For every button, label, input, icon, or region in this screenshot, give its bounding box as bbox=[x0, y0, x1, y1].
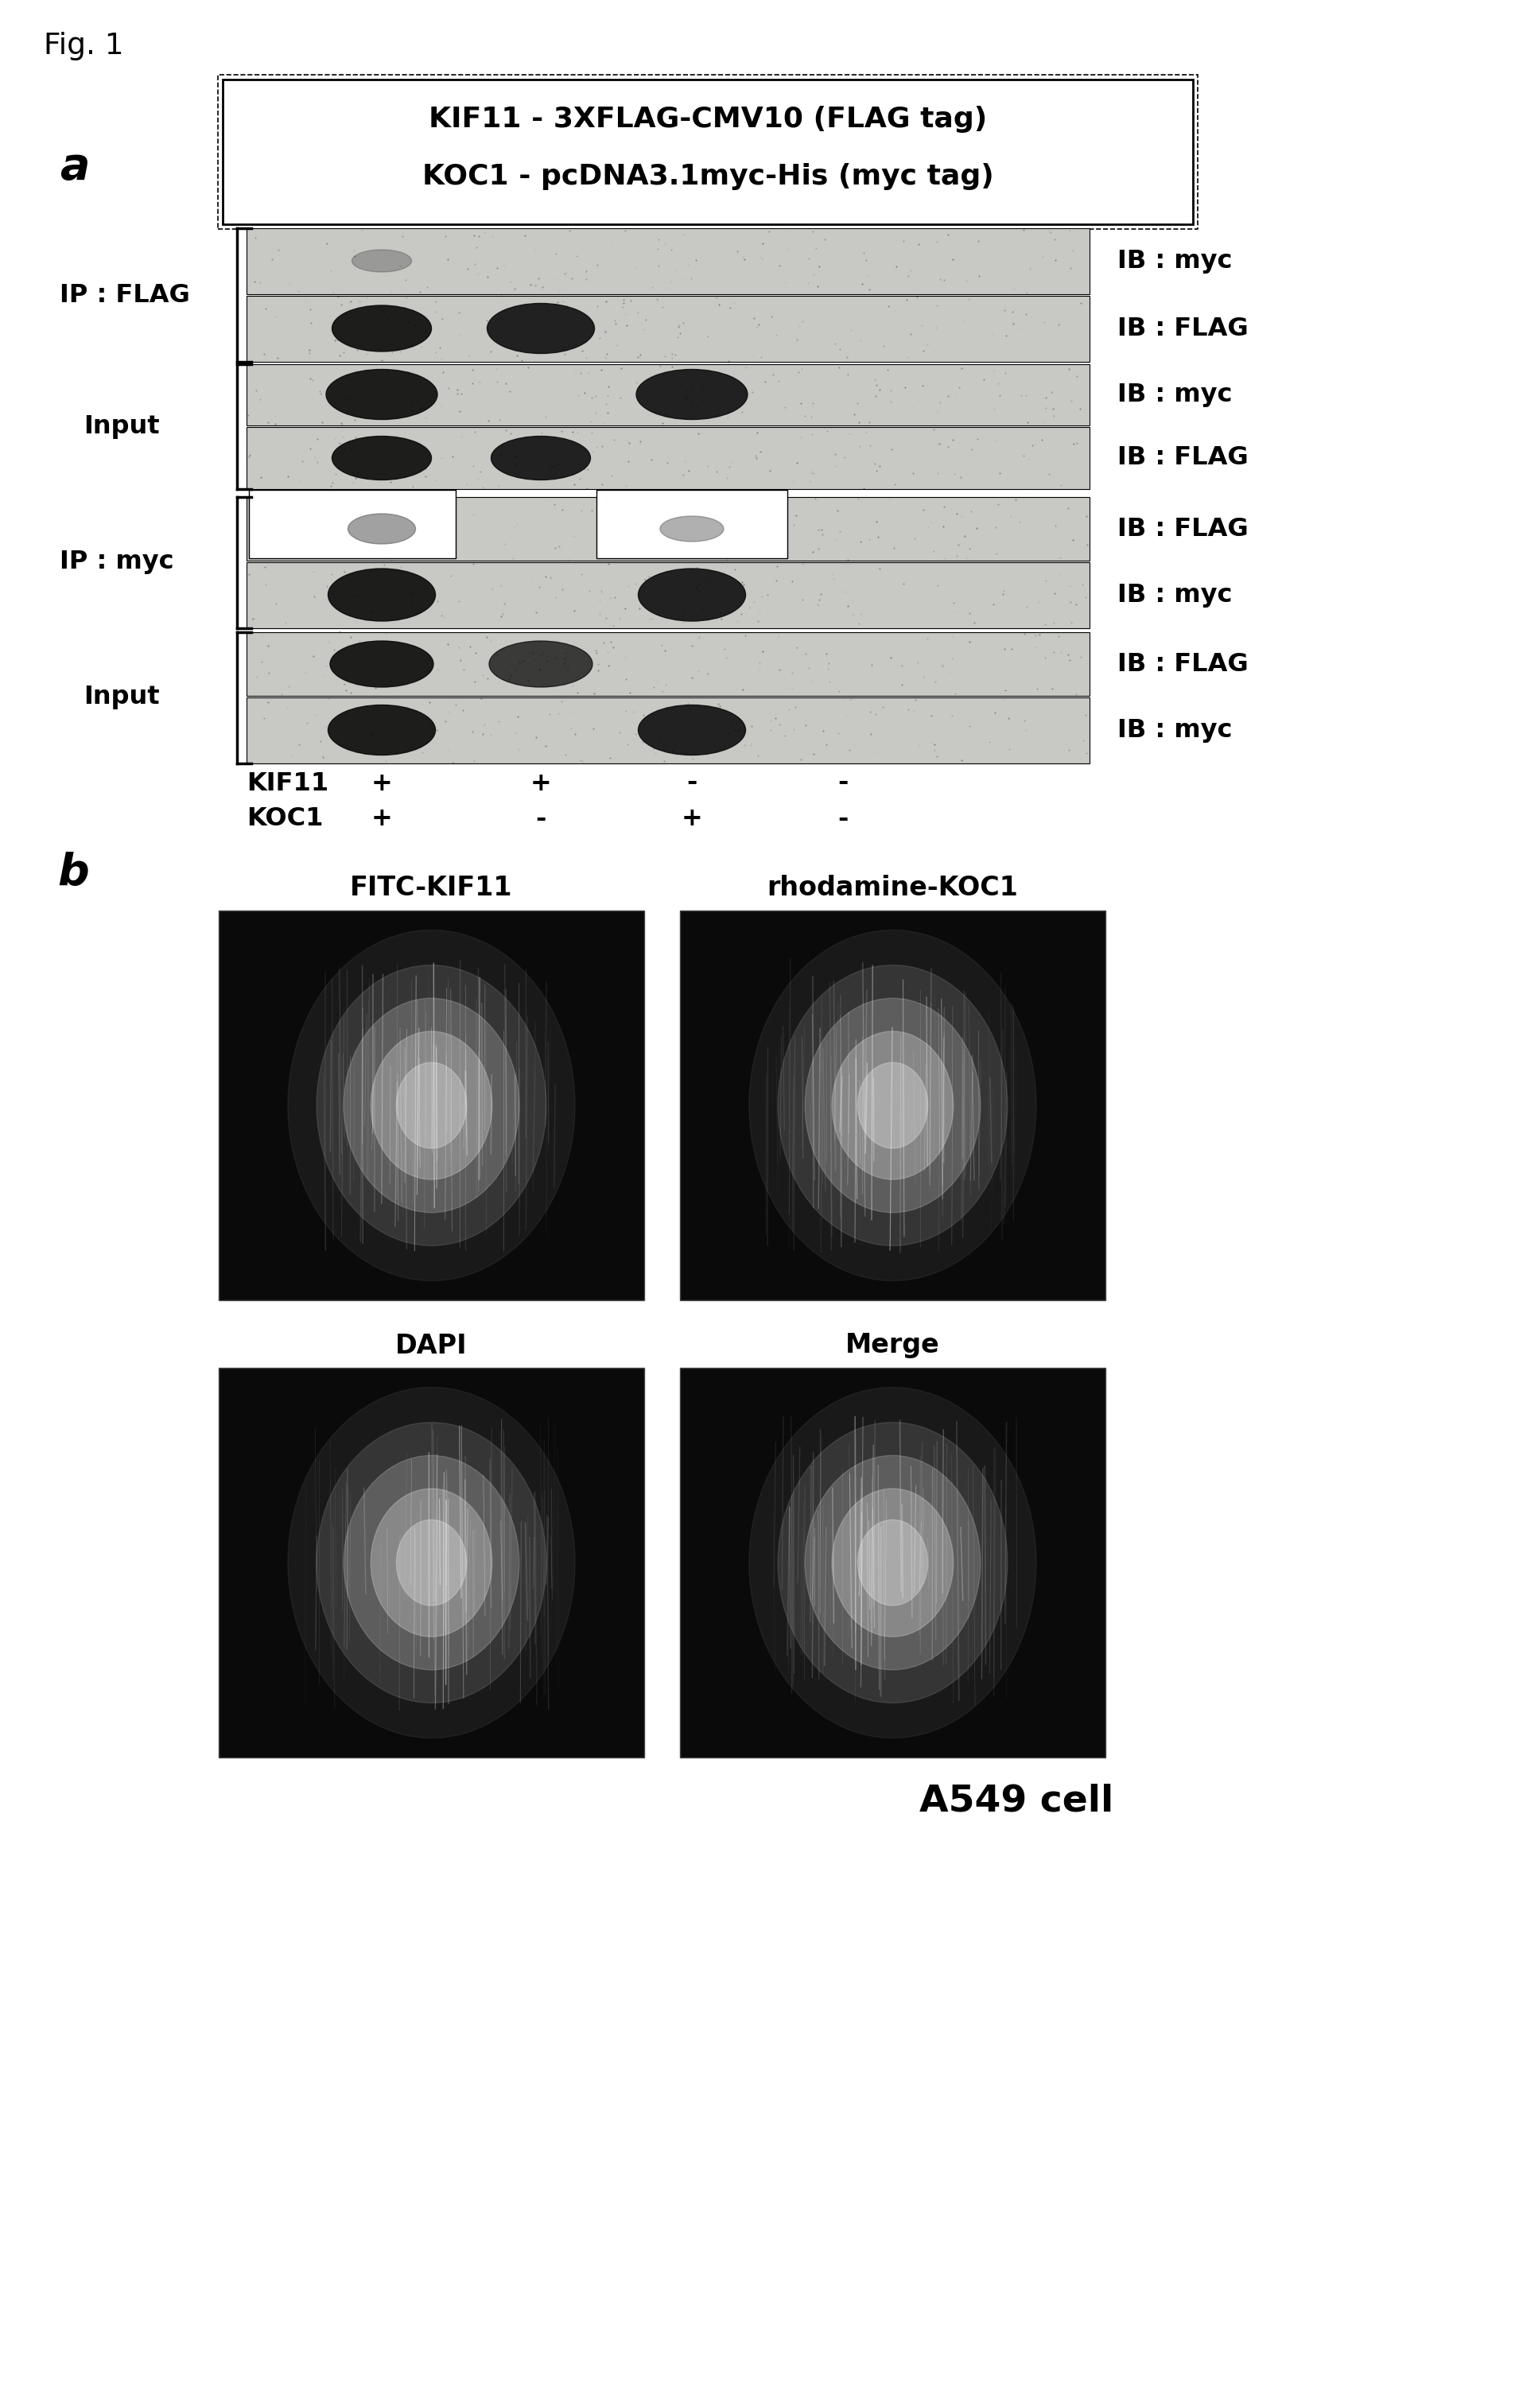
Ellipse shape bbox=[328, 706, 436, 756]
Ellipse shape bbox=[636, 368, 747, 419]
Ellipse shape bbox=[348, 513, 416, 544]
Ellipse shape bbox=[749, 929, 1036, 1281]
Bar bbox=[223, 79, 1192, 224]
Text: DAPI: DAPI bbox=[395, 1332, 466, 1358]
Ellipse shape bbox=[371, 1031, 492, 1180]
Text: KIF11: KIF11 bbox=[246, 771, 328, 795]
Ellipse shape bbox=[371, 1488, 492, 1637]
Ellipse shape bbox=[858, 1062, 928, 1149]
Ellipse shape bbox=[352, 250, 412, 272]
Text: IB : myc: IB : myc bbox=[1118, 248, 1232, 272]
Text: KOC1: KOC1 bbox=[246, 807, 324, 831]
Text: IB : FLAG: IB : FLAG bbox=[1118, 445, 1249, 470]
Text: IB : myc: IB : myc bbox=[1118, 718, 1232, 742]
Text: +: + bbox=[371, 807, 392, 831]
Bar bbox=[246, 296, 1089, 361]
Text: A549 cell: A549 cell bbox=[919, 1784, 1113, 1818]
Bar bbox=[219, 910, 644, 1300]
Text: -: - bbox=[837, 771, 848, 795]
Text: IP : myc: IP : myc bbox=[59, 549, 173, 576]
Ellipse shape bbox=[328, 568, 436, 621]
Text: Fig. 1: Fig. 1 bbox=[44, 31, 123, 60]
Bar bbox=[681, 1368, 1106, 1758]
Ellipse shape bbox=[805, 1454, 980, 1669]
Text: +: + bbox=[371, 771, 392, 795]
Text: KOC1 - pcDNA3.1myc-His (myc tag): KOC1 - pcDNA3.1myc-His (myc tag) bbox=[422, 164, 993, 190]
Text: b: b bbox=[58, 852, 90, 896]
Text: -: - bbox=[536, 807, 547, 831]
Bar bbox=[246, 496, 1089, 561]
Bar bbox=[246, 698, 1089, 763]
Bar bbox=[246, 561, 1089, 628]
Ellipse shape bbox=[327, 368, 437, 419]
Ellipse shape bbox=[638, 706, 746, 756]
Ellipse shape bbox=[396, 1062, 466, 1149]
Text: -: - bbox=[687, 771, 697, 795]
Text: Merge: Merge bbox=[845, 1332, 940, 1358]
Ellipse shape bbox=[287, 1387, 576, 1739]
Text: Input: Input bbox=[84, 414, 159, 438]
Ellipse shape bbox=[330, 641, 433, 686]
Ellipse shape bbox=[316, 1423, 547, 1702]
Ellipse shape bbox=[749, 1387, 1036, 1739]
Ellipse shape bbox=[343, 999, 519, 1214]
Ellipse shape bbox=[778, 1423, 1007, 1702]
Text: Input: Input bbox=[84, 686, 159, 710]
Text: +: + bbox=[681, 807, 703, 831]
Text: IB : FLAG: IB : FLAG bbox=[1118, 515, 1249, 542]
Text: a: a bbox=[59, 144, 90, 188]
Ellipse shape bbox=[661, 515, 723, 542]
Ellipse shape bbox=[638, 568, 746, 621]
Text: KIF11 - 3XFLAG-CMV10 (FLAG tag): KIF11 - 3XFLAG-CMV10 (FLAG tag) bbox=[428, 106, 987, 132]
Ellipse shape bbox=[488, 303, 594, 354]
Text: IB : myc: IB : myc bbox=[1118, 583, 1232, 607]
Ellipse shape bbox=[343, 1454, 519, 1669]
Text: IP : FLAG: IP : FLAG bbox=[59, 282, 190, 308]
Text: FITC-KIF11: FITC-KIF11 bbox=[349, 874, 512, 901]
Ellipse shape bbox=[661, 515, 723, 542]
Ellipse shape bbox=[858, 1519, 928, 1606]
Text: -: - bbox=[837, 807, 848, 831]
Bar bbox=[219, 1368, 644, 1758]
Bar bbox=[597, 489, 787, 559]
Bar bbox=[246, 364, 1089, 426]
Text: IB : myc: IB : myc bbox=[1118, 383, 1232, 407]
Ellipse shape bbox=[333, 306, 431, 352]
Ellipse shape bbox=[489, 641, 592, 686]
Ellipse shape bbox=[287, 929, 576, 1281]
Ellipse shape bbox=[316, 966, 547, 1245]
Ellipse shape bbox=[396, 1519, 466, 1606]
Bar bbox=[249, 489, 456, 559]
Bar bbox=[681, 910, 1106, 1300]
Ellipse shape bbox=[832, 1488, 954, 1637]
Ellipse shape bbox=[832, 1031, 954, 1180]
Text: IB : FLAG: IB : FLAG bbox=[1118, 315, 1249, 342]
Ellipse shape bbox=[805, 999, 980, 1214]
Bar bbox=[217, 75, 1197, 229]
Text: rhodamine-KOC1: rhodamine-KOC1 bbox=[767, 874, 1018, 901]
Text: +: + bbox=[530, 771, 551, 795]
Bar bbox=[246, 229, 1089, 294]
Ellipse shape bbox=[778, 966, 1007, 1245]
Bar bbox=[246, 426, 1089, 489]
Ellipse shape bbox=[491, 436, 591, 479]
Bar bbox=[246, 633, 1089, 696]
Text: IB : FLAG: IB : FLAG bbox=[1118, 653, 1249, 677]
Ellipse shape bbox=[333, 436, 431, 479]
